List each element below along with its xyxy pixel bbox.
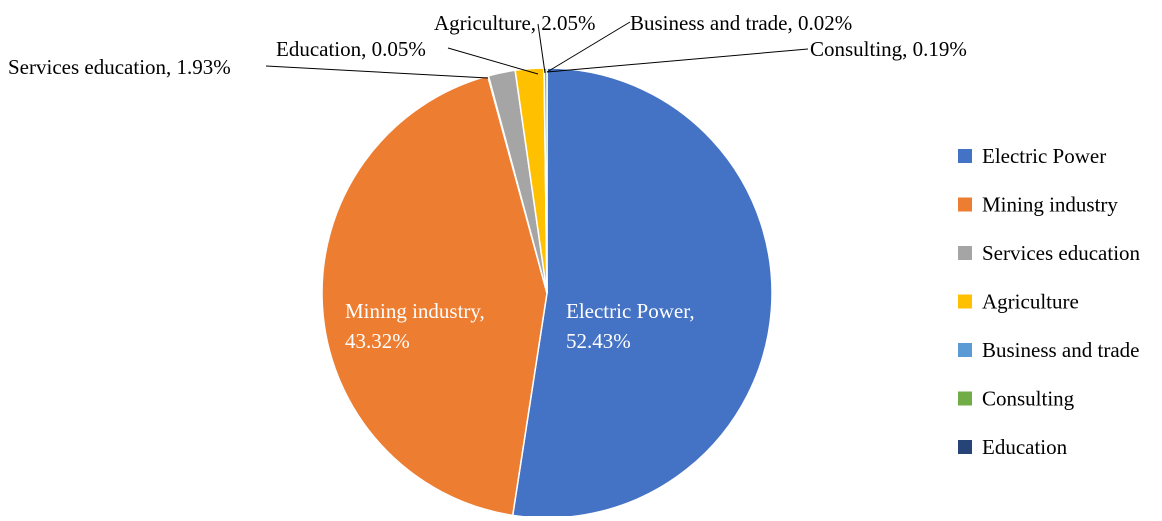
legend-swatch-mining-industry	[958, 197, 972, 212]
legend-swatch-consulting	[958, 391, 972, 406]
pie-data-labels: Electric Power, 52.43% Mining industry, 43.…	[8, 11, 967, 353]
data-label-agriculture: Agriculture, 2.05%	[434, 11, 596, 35]
data-label-electric-power-name: Electric Power,	[566, 299, 695, 323]
legend-label-consulting: Consulting	[982, 387, 1075, 411]
legend-swatch-education	[958, 440, 972, 454]
data-label-education: Education, 0.05%	[276, 37, 426, 61]
leader-line-business-and-trade	[546, 21, 631, 73]
legend-swatch-business-and-trade	[958, 343, 972, 357]
legend-item-consulting: Consulting	[958, 387, 1075, 411]
legend-label-mining-industry: Mining industry	[982, 193, 1118, 217]
data-label-business-and-trade: Business and trade, 0.02%	[630, 11, 852, 35]
legend-label-agriculture: Agriculture	[982, 290, 1079, 314]
legend-label-education: Education	[982, 435, 1068, 459]
data-label-services-education: Services education, 1.93%	[8, 55, 231, 79]
legend-item-agriculture: Agriculture	[958, 290, 1079, 314]
legend-item-business-and-trade: Business and trade	[958, 338, 1139, 362]
legend-label-electric-power: Electric Power	[982, 144, 1106, 168]
pie-slice-mining-industry	[321, 75, 548, 517]
leader-line-education	[447, 47, 539, 75]
pie-slice-electric-power	[511, 67, 773, 519]
leader-line-services-education	[265, 65, 489, 79]
legend-item-electric-power: Electric Power	[958, 144, 1106, 168]
legend-label-services-education: Services education	[982, 241, 1141, 265]
legend-item-services-education: Services education	[958, 241, 1141, 265]
legend-swatch-agriculture	[958, 294, 972, 309]
legend-label-business-and-trade: Business and trade	[982, 338, 1139, 362]
leader-line-agriculture	[537, 23, 546, 74]
leader-line-consulting	[546, 48, 809, 73]
data-label-mining-industry-name: Mining industry,	[345, 299, 485, 323]
legend: Electric Power Mining industry Services ed…	[958, 144, 1141, 459]
legend-swatch-electric-power	[958, 149, 972, 163]
legend-item-education: Education	[958, 435, 1068, 459]
pie-leader-lines	[265, 21, 809, 79]
pie-slices	[321, 67, 773, 519]
data-label-electric-power-value: 52.43%	[566, 329, 631, 353]
legend-item-mining-industry: Mining industry	[958, 193, 1118, 217]
data-label-mining-industry-value: 43.32%	[345, 329, 410, 353]
data-label-consulting: Consulting, 0.19%	[810, 37, 967, 61]
legend-swatch-services-education	[958, 246, 972, 260]
